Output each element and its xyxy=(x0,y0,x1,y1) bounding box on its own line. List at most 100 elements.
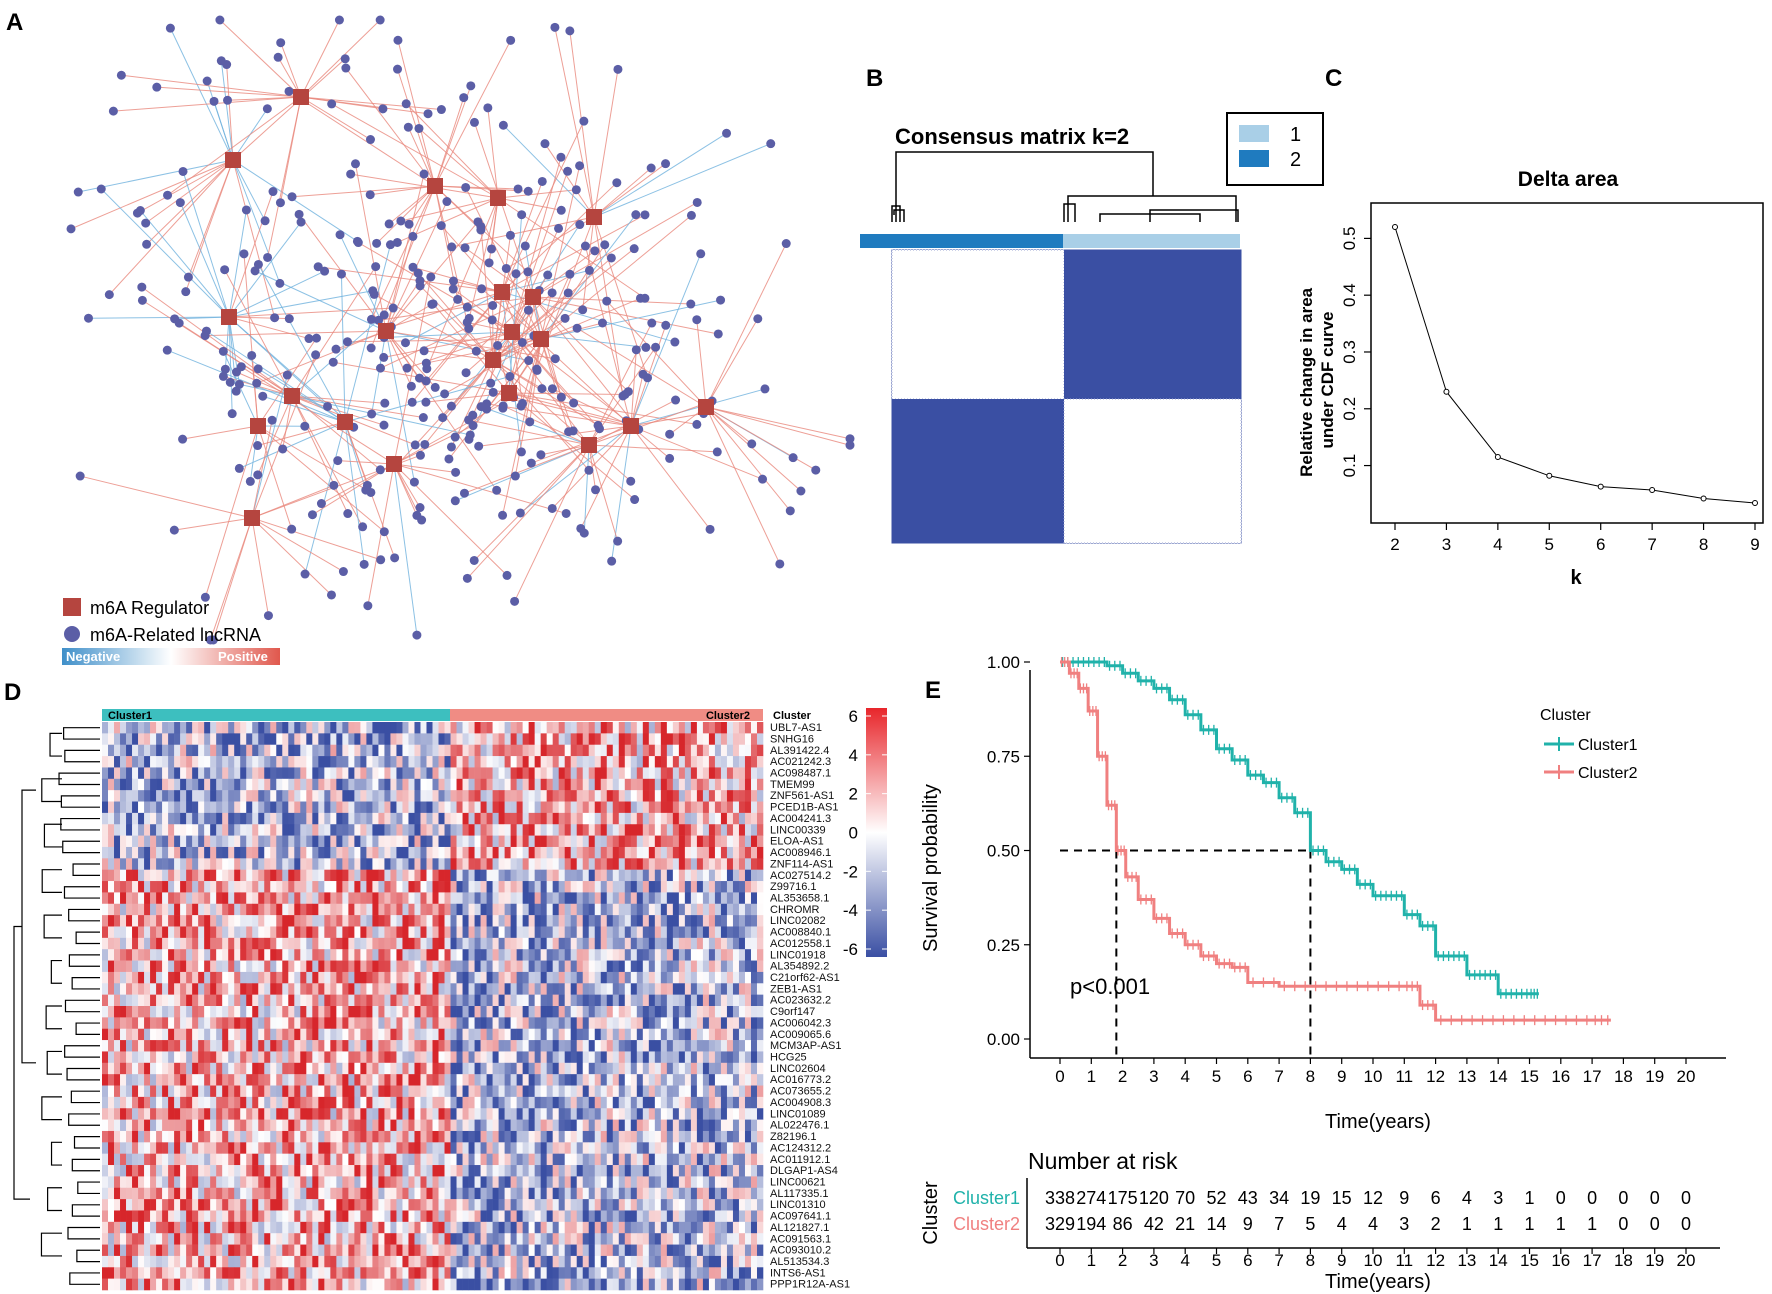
heatmap-cell xyxy=(756,778,764,791)
heatmap-cell xyxy=(738,869,746,882)
heatmap-cell xyxy=(732,1062,740,1075)
network-edge xyxy=(501,182,618,293)
heatmap-cell xyxy=(300,881,307,893)
heatmap-cell xyxy=(450,1108,457,1120)
heatmap-cell xyxy=(348,1108,355,1120)
heatmap-cell xyxy=(486,1119,493,1132)
heatmap-cell xyxy=(630,801,638,814)
heatmap-cell xyxy=(366,937,373,950)
heatmap-cell xyxy=(726,835,734,848)
heatmap-cell xyxy=(660,983,668,995)
heatmap-cell xyxy=(300,1040,307,1052)
heatmap-cell xyxy=(330,801,337,814)
heatmap-cell xyxy=(144,892,151,905)
lncrna-node xyxy=(245,476,255,486)
heatmap-cell xyxy=(330,767,337,780)
heatmap-cell xyxy=(108,960,115,973)
heatmap-cell xyxy=(522,1017,529,1030)
heatmap-cell xyxy=(216,949,223,961)
heatmap-cell xyxy=(720,937,728,950)
heatmap-cell xyxy=(756,937,764,950)
heatmap-cell xyxy=(330,744,337,757)
lncrna-node xyxy=(96,184,106,194)
heatmap-cell xyxy=(210,1108,217,1120)
heatmap-cell xyxy=(294,869,301,882)
heatmap-cell xyxy=(198,767,205,780)
heatmap-cell xyxy=(336,994,343,1007)
heatmap-cell xyxy=(366,801,373,814)
heatmap-cell xyxy=(618,915,626,927)
heatmap-cell xyxy=(594,744,602,757)
lncrna-node xyxy=(365,135,375,145)
heatmap-cell xyxy=(168,1028,175,1041)
heatmap-cell xyxy=(390,1142,397,1154)
lncrna-node xyxy=(218,346,228,356)
heatmap-cell xyxy=(744,835,752,848)
heatmap-cell xyxy=(432,1062,439,1075)
network-edge xyxy=(142,299,293,397)
network-edge xyxy=(492,248,635,361)
heatmap-cell xyxy=(600,767,608,780)
lncrna-node xyxy=(651,342,661,352)
heatmap-cell xyxy=(648,778,656,791)
heatmap-cell xyxy=(360,949,367,961)
heatmap-cell xyxy=(264,869,271,882)
heatmap-cell xyxy=(426,1074,433,1086)
heatmap-cell xyxy=(552,960,559,973)
lncrna-node xyxy=(631,210,641,220)
heatmap-cell xyxy=(756,1062,764,1075)
lncrna-node xyxy=(73,187,83,197)
heatmap-cell xyxy=(594,1028,602,1041)
heatmap-cell xyxy=(696,926,704,939)
heatmap-cell xyxy=(120,767,127,780)
heatmap-cell xyxy=(270,926,277,939)
heatmap-cell xyxy=(552,733,559,746)
heatmap-cell xyxy=(216,1130,223,1143)
heatmap-cell xyxy=(432,983,439,995)
heatmap-cell xyxy=(630,835,638,848)
heatmap-cell xyxy=(294,733,301,746)
heatmap-cell xyxy=(642,1051,650,1064)
heatmap-cell xyxy=(282,835,289,848)
heatmap-cell xyxy=(198,1130,205,1143)
heatmap-cell xyxy=(348,846,355,859)
heatmap-cell xyxy=(552,937,559,950)
lncrna-node xyxy=(326,590,336,600)
heatmap-cell xyxy=(270,846,277,859)
heatmap-cell xyxy=(702,756,710,768)
heatmap-cell xyxy=(222,1096,229,1109)
heatmap-cell xyxy=(288,1028,295,1041)
heatmap-cell xyxy=(228,812,235,825)
heatmap-cell xyxy=(144,1017,151,1030)
heatmap-cell xyxy=(750,733,758,746)
lncrna-node xyxy=(510,596,520,606)
heatmap-cell xyxy=(336,881,343,893)
heatmap-cell xyxy=(294,824,301,836)
heatmap-cell xyxy=(264,1130,271,1143)
heatmap-cell xyxy=(174,722,181,734)
heatmap-cell xyxy=(150,722,157,734)
heatmap-cell xyxy=(696,1119,704,1132)
heatmap-cell xyxy=(678,1074,686,1086)
heatmap-cell xyxy=(696,903,704,916)
heatmap-cell xyxy=(372,733,379,746)
heatmap-cell xyxy=(696,881,704,893)
heatmap-cell xyxy=(168,1040,175,1052)
heatmap-cell xyxy=(108,1062,115,1075)
heatmap-cell xyxy=(288,1051,295,1064)
lncrna-node xyxy=(329,480,339,490)
heatmap-cell xyxy=(678,1108,686,1120)
heatmap-cell xyxy=(156,858,163,870)
heatmap-cell xyxy=(726,903,734,916)
heatmap-cell xyxy=(462,869,469,882)
lncrna-node xyxy=(487,315,497,325)
heatmap-cell xyxy=(552,1108,559,1120)
heatmap-cell xyxy=(738,812,746,825)
heatmap-cell xyxy=(522,937,529,950)
heatmap-cell xyxy=(720,1085,728,1098)
heatmap-cell xyxy=(654,1108,662,1120)
heatmap-cell xyxy=(750,903,758,916)
heatmap-cell xyxy=(606,1028,614,1041)
heatmap-cell xyxy=(636,835,644,848)
lncrna-node xyxy=(275,198,285,208)
